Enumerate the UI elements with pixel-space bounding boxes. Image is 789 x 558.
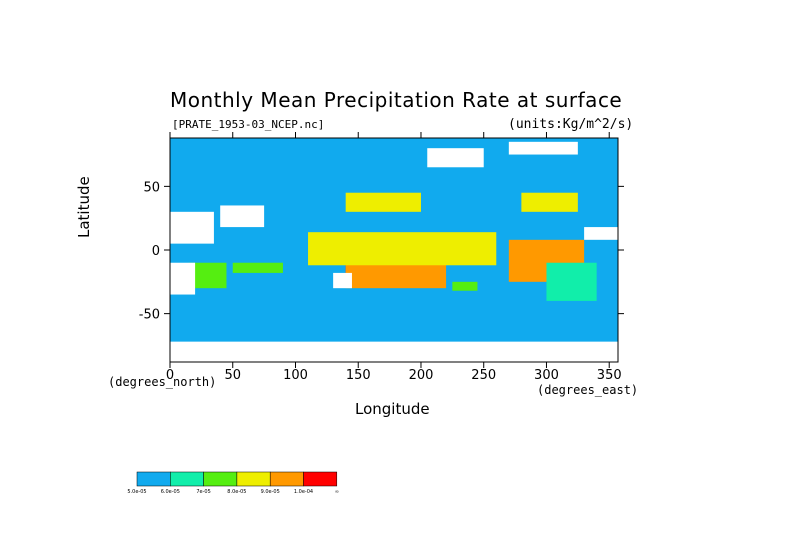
dataset-filename: [PRATE_1953-03_NCEP.nc] — [172, 118, 325, 131]
y-tick-label-50: 50 — [143, 180, 160, 195]
colorbar-label-3: 8.0e-05 — [227, 489, 246, 495]
missing-region-6 — [170, 341, 618, 362]
chart-title: Monthly Mean Precipitation Rate at surfa… — [170, 88, 623, 112]
x-axis-units: (degrees_east) — [537, 383, 639, 397]
colorbar-label-5: 1.0e-04 — [294, 489, 313, 495]
x-tick-label-150: 150 — [346, 368, 371, 383]
missing-region-5 — [508, 141, 578, 155]
y-tick-label--50: -50 — [139, 308, 160, 323]
colorbar-label-0: 5.0e-05 — [127, 489, 146, 495]
missing-region-0 — [170, 211, 214, 244]
precip-region-16 — [452, 281, 478, 291]
colorbar-label-6: ∞ — [335, 489, 339, 495]
colorbar-swatch-2 — [203, 471, 238, 487]
missing-region-1 — [220, 205, 265, 228]
precip-region-12 — [345, 192, 421, 212]
x-tick-label-0: 0 — [166, 368, 174, 383]
colorbar-swatch-3 — [236, 471, 271, 487]
x-tick-label-250: 250 — [471, 368, 496, 383]
x-tick-label-100: 100 — [283, 368, 308, 383]
y-tick-label-0: 0 — [152, 244, 160, 259]
x-tick-label-300: 300 — [534, 368, 559, 383]
missing-region-2 — [170, 262, 196, 295]
colorbar-swatch-4 — [269, 471, 304, 487]
colorbar-swatch-1 — [170, 471, 204, 487]
missing-region-7 — [584, 227, 618, 240]
missing-region-4 — [427, 148, 484, 168]
colorbar-label-2: 7e-05 — [196, 489, 210, 495]
missing-region-3 — [333, 272, 352, 289]
precip-region-15 — [232, 262, 283, 273]
precip-region-11 — [308, 232, 497, 266]
colorbar-label-1: 6.0e-05 — [161, 489, 180, 495]
precip-region-13 — [521, 192, 578, 212]
precip-region-17 — [546, 262, 597, 301]
colorbar-swatch-5 — [303, 471, 338, 487]
colorbar-swatch-0 — [136, 471, 171, 487]
x-tick-label-350: 350 — [597, 368, 622, 383]
colorbar-label-4: 9.0e-05 — [261, 489, 280, 495]
y-axis-units: (degrees_north) — [108, 375, 217, 389]
x-tick-label-50: 50 — [224, 368, 241, 383]
x-tick-label-200: 200 — [409, 368, 434, 383]
x-axis-label: Longitude — [355, 400, 430, 418]
units-label: (units:Kg/m^2/s) — [508, 117, 634, 132]
